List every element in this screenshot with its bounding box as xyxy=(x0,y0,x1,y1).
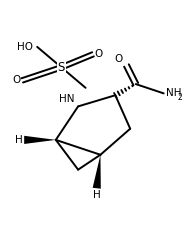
Text: NH: NH xyxy=(166,88,181,99)
Text: H: H xyxy=(15,135,22,145)
Text: O: O xyxy=(115,54,123,64)
Text: O: O xyxy=(95,49,103,59)
Polygon shape xyxy=(24,136,56,144)
Text: O: O xyxy=(12,75,20,85)
Text: H: H xyxy=(93,190,101,200)
Polygon shape xyxy=(93,155,101,189)
Text: 2: 2 xyxy=(178,92,182,102)
Text: HO: HO xyxy=(17,42,33,52)
Text: HN: HN xyxy=(59,94,74,104)
Text: S: S xyxy=(58,61,65,74)
